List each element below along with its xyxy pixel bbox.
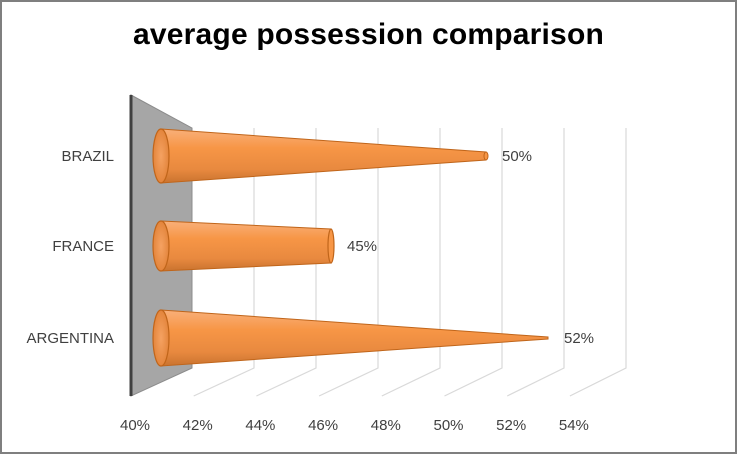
- category-label: ARGENTINA: [26, 330, 114, 347]
- cone-france: [152, 220, 335, 272]
- x-tick-label: 44%: [245, 417, 275, 434]
- cone-body: [160, 220, 332, 272]
- data-label: 52%: [564, 330, 594, 347]
- gridline: [381, 128, 441, 397]
- category-label: BRAZIL: [61, 148, 114, 165]
- cone-argentina: [152, 309, 549, 367]
- x-tick-label: 50%: [433, 417, 463, 434]
- gridline: [506, 128, 565, 397]
- cone-base: [152, 128, 170, 184]
- labels: 40% 42% 44% 46% 48% 50% 52% 54% BRAZIL 50% FRANCE 4…: [26, 148, 594, 434]
- gridline: [444, 128, 503, 397]
- x-tick-label: 54%: [559, 417, 589, 434]
- category-label: FRANCE: [52, 238, 114, 255]
- gridline: [193, 128, 255, 397]
- x-tick-label: 40%: [120, 417, 150, 434]
- x-tick-label: 48%: [371, 417, 401, 434]
- cones: [152, 128, 549, 367]
- x-tick-label: 46%: [308, 417, 338, 434]
- cone-end: [483, 151, 489, 161]
- data-label: 45%: [347, 238, 377, 255]
- x-tick-label: 42%: [183, 417, 213, 434]
- cone-base: [152, 309, 170, 367]
- gridline: [256, 128, 317, 397]
- cone-body: [160, 309, 549, 367]
- gridline: [318, 128, 379, 397]
- x-tick-label: 52%: [496, 417, 526, 434]
- cone-brazil: [152, 128, 489, 184]
- gridline: [569, 128, 627, 397]
- chart-title: average possession comparison: [133, 18, 604, 51]
- cone-base: [152, 220, 170, 272]
- cone-body: [160, 128, 487, 184]
- cone-end: [327, 228, 335, 264]
- data-label: 50%: [502, 148, 532, 165]
- gridlines: [193, 128, 627, 397]
